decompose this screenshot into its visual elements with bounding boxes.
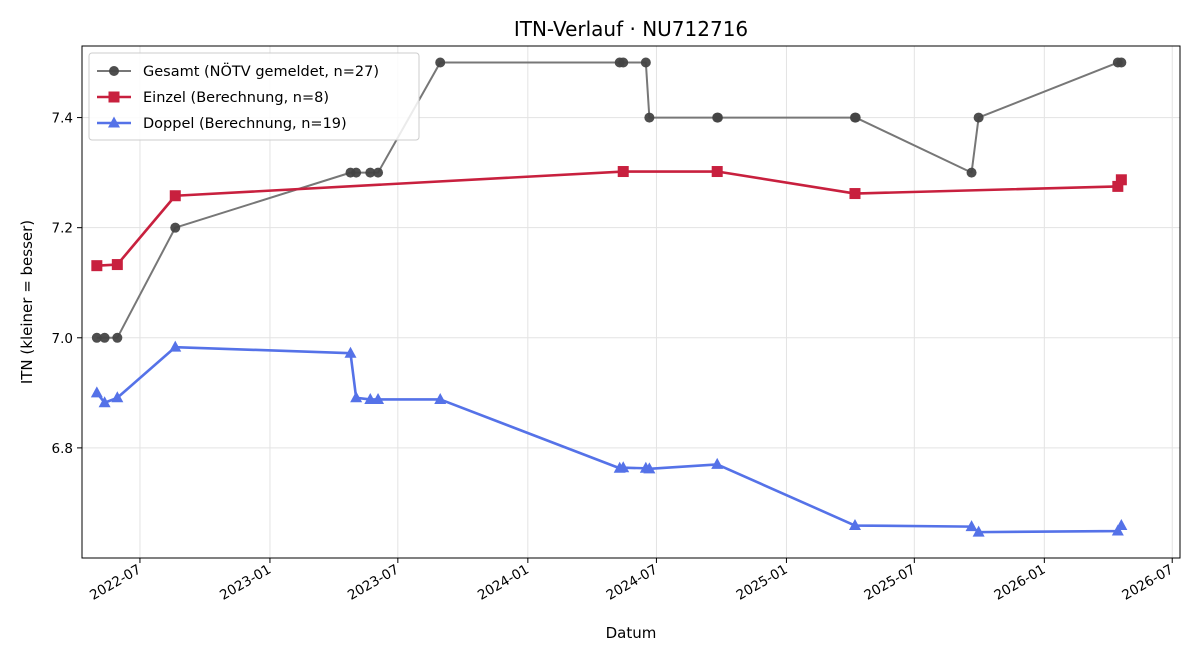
data-point-triangle [350,391,363,403]
data-point-triangle [1115,519,1128,531]
data-point-triangle [344,346,357,358]
data-point-circle [435,57,446,68]
legend-label: Gesamt (NÖTV gemeldet, n=27) [143,62,379,80]
series-circle [91,57,1127,343]
legend: Gesamt (NÖTV gemeldet, n=27) Einzel (Bere… [88,52,420,141]
data-point-square [617,166,629,178]
y-tick-label: 7.0 [52,331,73,347]
data-point-triangle [108,116,120,128]
data-point-triangle [965,520,978,532]
data-point-circle [618,57,629,68]
y-axis: 6.8 7.0 7.2 7.4 [52,111,82,457]
x-tick-label: 2022-07 [87,562,144,604]
x-tick-label: 2025-01 [734,562,791,604]
data-point-circle [973,112,984,123]
x-tick-label: 2026-07 [1119,562,1176,604]
x-tick-label: 2024-01 [475,562,532,604]
data-point-triangle [711,457,724,469]
data-point-triangle [617,461,630,473]
x-tick-label: 2023-01 [217,562,274,604]
legend-item: Gesamt (NÖTV gemeldet, n=27) [97,62,379,80]
data-point-circle [850,112,861,123]
x-tick-label: 2023-07 [345,562,402,604]
x-tick-label: 2025-07 [861,562,918,604]
x-tick-label: 2024-07 [604,562,661,604]
data-point-circle [109,66,119,76]
data-point-circle [1116,57,1127,68]
series-layer [90,57,1128,537]
data-point-square [1115,174,1127,186]
legend-box [88,52,420,141]
y-tick-label: 6.8 [52,441,73,457]
data-point-circle [351,167,362,178]
y-tick-label: 7.4 [52,111,73,127]
data-point-triangle [169,340,182,352]
data-point-circle [99,332,110,343]
legend-label: Einzel (Berechnung, n=8) [143,90,329,106]
plot-frame [81,45,1181,559]
data-point-square [169,190,181,202]
data-point-circle [966,167,977,178]
data-point-triangle [434,392,447,404]
series-square [91,166,1127,272]
data-point-triangle [643,462,656,474]
chart-title: ITN-Verlauf · NU712716 [514,17,748,41]
data-point-triangle [98,396,111,408]
data-point-circle [365,167,376,178]
data-point-square [1112,180,1124,192]
data-point-circle [373,167,384,178]
x-tick-label: 2026-01 [991,562,1048,604]
legend-label: Doppel (Berechnung, n=19) [143,116,347,132]
x-axis-label: Datum [606,624,657,642]
data-point-triangle [1111,524,1124,536]
data-point-triangle [364,392,377,404]
data-point-circle [712,112,723,123]
data-point-circle [170,222,181,233]
series-line [95,345,1123,534]
data-point-triangle [848,519,861,531]
data-point-triangle [90,386,103,398]
data-point-triangle [972,525,985,537]
data-point-square [711,166,723,178]
y-axis-label: ITN (kleiner = besser) [18,220,36,384]
x-axis: 2022-07 2023-01 2023-07 2024-01 2024-07 2025-… [87,558,1176,604]
data-point-circle [640,57,651,68]
data-point-square [111,259,123,271]
data-point-square [91,260,103,272]
y-tick-label: 7.2 [52,221,73,237]
data-point-square [108,91,120,103]
series-line [96,170,1123,267]
data-point-triangle [372,392,385,404]
data-point-square [849,188,861,200]
data-point-circle [644,112,655,123]
legend-item: Einzel (Berechnung, n=8) [97,90,329,106]
data-point-circle [112,332,123,343]
data-point-triangle [111,391,124,403]
legend-item: Doppel (Berechnung, n=19) [97,116,347,132]
data-point-circle [91,332,102,343]
series-triangle [90,340,1128,537]
